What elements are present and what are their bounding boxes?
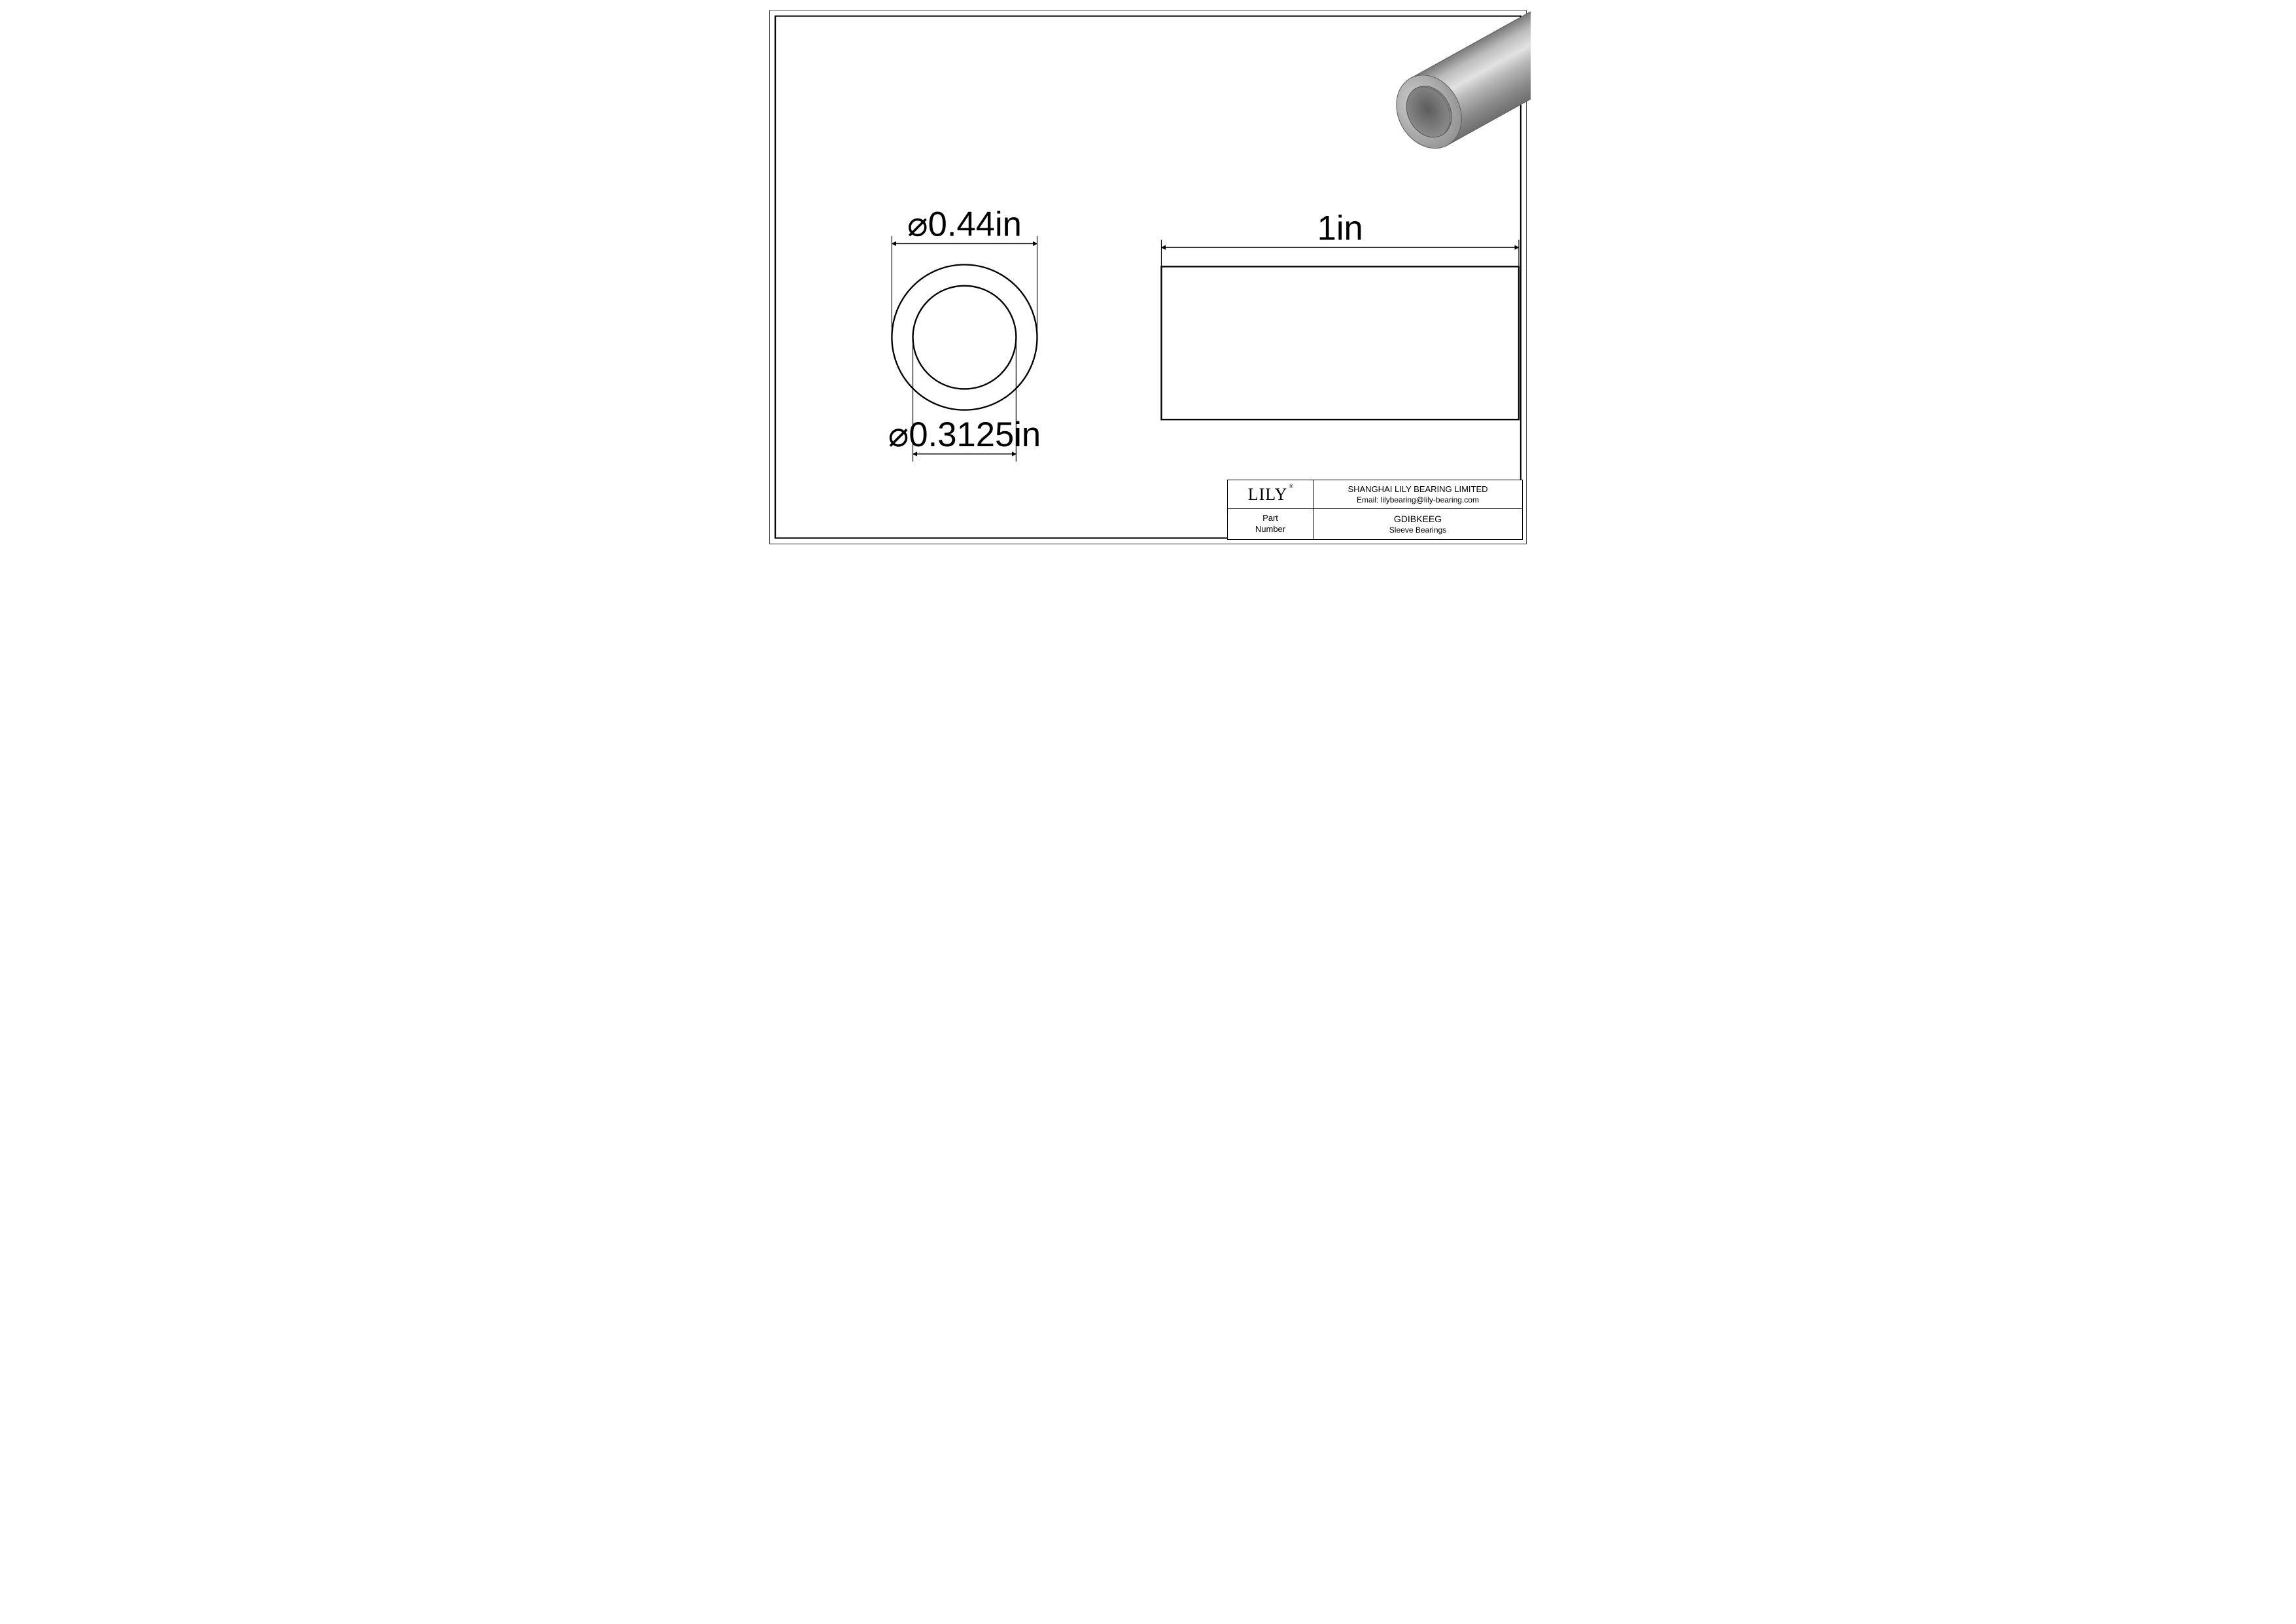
front-view: ⌀0.44in ⌀0.3125in <box>888 205 1041 462</box>
dim-length: 1in <box>1161 209 1518 267</box>
dim-outer-label: ⌀0.44in <box>907 205 1022 244</box>
company-email: Email: lilybearing@lily-bearing.com <box>1357 495 1479 504</box>
part-label-line1: Part <box>1262 513 1278 524</box>
logo-cell: LILY® <box>1228 480 1313 508</box>
part-number: GDIBKEEG <box>1394 514 1442 524</box>
dim-inner-diameter: ⌀0.3125in <box>888 338 1041 462</box>
drawing-sheet: ⌀0.44in ⌀0.3125in 1in <box>765 7 1531 548</box>
dim-inner-label: ⌀0.3125in <box>888 415 1041 454</box>
dim-outer-diameter: ⌀0.44in <box>892 205 1037 338</box>
title-block-row-company: LILY® SHANGHAI LILY BEARING LIMITED Emai… <box>1228 480 1522 508</box>
title-block: LILY® SHANGHAI LILY BEARING LIMITED Emai… <box>1227 480 1523 540</box>
logo-text: LILY® <box>1248 485 1293 504</box>
drawing-canvas: ⌀0.44in ⌀0.3125in 1in <box>765 7 1531 548</box>
dim-length-label: 1in <box>1317 209 1363 248</box>
logo-registered: ® <box>1289 483 1294 489</box>
part-value-cell: GDIBKEEG Sleeve Bearings <box>1313 509 1522 539</box>
iso-view <box>1383 7 1531 160</box>
title-block-row-part: Part Number GDIBKEEG Sleeve Bearings <box>1228 508 1522 539</box>
part-label-cell: Part Number <box>1228 509 1313 539</box>
company-name: SHANGHAI LILY BEARING LIMITED <box>1348 484 1487 494</box>
part-label-line2: Number <box>1255 524 1285 535</box>
side-view: 1in <box>1161 209 1518 420</box>
logo-word: LILY <box>1248 485 1288 504</box>
company-cell: SHANGHAI LILY BEARING LIMITED Email: lil… <box>1313 480 1522 508</box>
part-type: Sleeve Bearings <box>1389 525 1446 535</box>
